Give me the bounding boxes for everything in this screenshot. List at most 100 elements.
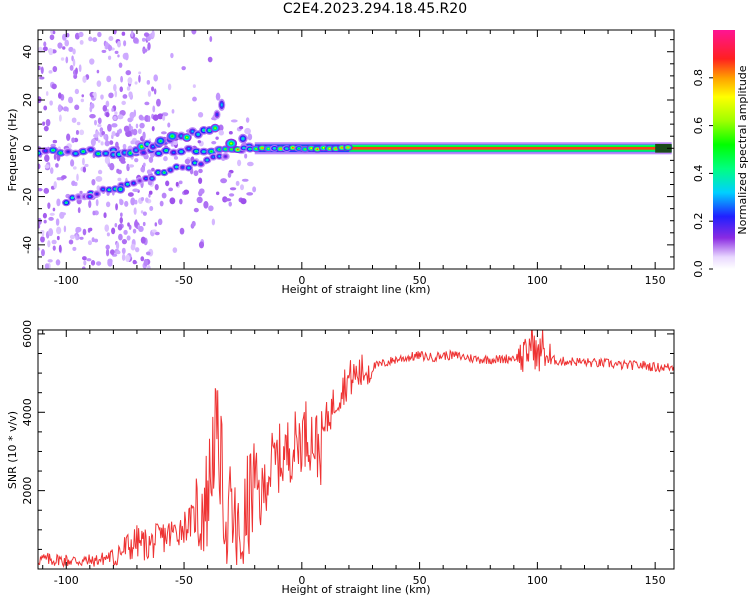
spectrogram-noise-cell <box>149 206 154 211</box>
spectrogram-noise-cell <box>52 139 58 144</box>
spectrogram-noise-cell <box>113 83 117 92</box>
spectrogram-noise-cell <box>79 236 84 240</box>
spectrogram-noise-cell <box>244 127 251 135</box>
spectrogram-noise-cell <box>40 236 45 243</box>
spectrogram-noise-cell <box>44 263 50 269</box>
rising-branch-blob <box>112 153 115 156</box>
rising-branch-blob <box>118 153 120 156</box>
spectrogram-noise-cell <box>163 156 168 162</box>
colorbar-label: Normalized spectral amplitude <box>736 65 749 234</box>
spectrogram-noise-cell <box>146 169 152 175</box>
lower-branch-blob <box>194 162 196 164</box>
spectrogram-noise-cell <box>83 260 87 266</box>
spectrogram-noise-cell <box>62 106 69 112</box>
snr-x-tick-label: 100 <box>527 574 548 587</box>
lower-branch-blob <box>145 177 147 180</box>
spectrogram-noise-cell <box>203 200 209 209</box>
spectrogram-noise-cell <box>74 88 80 95</box>
main-trace-blob <box>44 150 47 152</box>
spectrogram-noise-cell <box>91 178 96 186</box>
spectrogram-noise-cell <box>69 234 75 240</box>
lower-branch-blob <box>77 195 80 198</box>
main-trace-blob <box>304 148 307 151</box>
main-trace-blob <box>316 148 319 150</box>
spectrogram-noise-cell <box>71 137 76 143</box>
spectrogram-noise-cell <box>151 86 155 92</box>
spectrogram-noise-cell <box>78 64 82 73</box>
spectrogram-noise-cell <box>121 100 126 106</box>
rising-branch-blob <box>197 133 200 136</box>
spectrogram-noise-cell <box>92 210 96 216</box>
spectrogram-noise-cell <box>81 266 86 269</box>
spectrogram-noise-cell <box>145 197 149 203</box>
spectrogram-noise-cell <box>134 81 138 85</box>
spectrogram-noise-cell <box>154 184 159 191</box>
main-trace-blob <box>142 151 145 154</box>
spectrogram-noise-cell <box>52 30 56 35</box>
spectrogram-noise-cell <box>134 158 139 163</box>
spectrogram-noise-cell <box>228 201 232 207</box>
spectrogram-noise-cell <box>56 198 61 207</box>
spectrogram-noise-cell <box>134 247 140 253</box>
spectrogram-noise-cell <box>48 216 54 221</box>
main-trace-blob <box>224 148 227 150</box>
spectrogram-noise-cell <box>144 101 150 106</box>
spectrogram-noise-cell <box>121 253 126 261</box>
spectrogram-noise-cell <box>133 207 137 215</box>
rising-branch-blob <box>191 130 194 133</box>
spectrogram-noise-cell <box>140 166 145 173</box>
spectrogram-noise-cell <box>125 70 132 76</box>
spectrogram-noise-cell <box>244 153 248 159</box>
main-trace-blob <box>97 152 100 155</box>
spectrogram-noise-cell <box>56 226 62 235</box>
spectrogram-noise-cell <box>66 133 71 141</box>
spectrogram-noise-cell <box>82 157 85 166</box>
spectrogram-noise-cell <box>38 247 41 251</box>
spectrogram-noise-cell <box>38 65 41 71</box>
spectrogram-noise-cell <box>75 130 79 135</box>
spectrogram-noise-cell <box>47 259 53 263</box>
spectrogram-noise-cell <box>110 249 115 256</box>
spectrogram-noise-cell <box>109 140 114 145</box>
spectrogram-noise-cell <box>87 240 92 246</box>
spectrogram-noise-cell <box>48 70 53 74</box>
main-trace-blob <box>89 148 92 151</box>
spectrogram-noise-cell <box>108 35 114 42</box>
spectrogram-noise-cell <box>38 163 41 170</box>
spectrogram-noise-cell <box>215 191 220 196</box>
spectrogram-noise-cell <box>105 100 110 108</box>
spectrogram-noise-cell <box>127 77 133 85</box>
spectrogram-noise-cell <box>79 190 83 195</box>
main-trace-blob <box>112 149 115 151</box>
spectrogram-noise-cell <box>126 235 131 241</box>
spectrogram-noise-cell <box>211 218 216 226</box>
spectrogram-noise-cell <box>81 256 87 261</box>
spectrogram-noise-cell <box>74 104 80 111</box>
colorbar-tick-label: 0.0 <box>692 260 705 278</box>
spectrogram-noise-cell <box>75 226 82 233</box>
spectrogram-noise-cell <box>130 197 136 206</box>
spectrogram-y-tick-label: -20 <box>21 188 34 206</box>
spectrogram-noise-cell <box>61 175 67 180</box>
spectrogram-noise-cell <box>88 200 92 208</box>
spectrogram-noise-cell <box>143 32 150 37</box>
lower-branch-blob <box>114 188 117 190</box>
spectrogram-noise-cell <box>115 250 121 255</box>
lower-branch-blob <box>151 177 153 180</box>
spectrogram-noise-cell <box>41 230 45 238</box>
spectrogram-noise-cell <box>197 140 202 144</box>
lower-branch-blob <box>163 171 166 174</box>
spectrogram-noise-cell <box>179 227 185 235</box>
spectrogram-noise-cell <box>119 216 123 224</box>
spectrogram-noise-cell <box>53 181 57 189</box>
main-trace-blob <box>267 147 270 150</box>
spectrogram-noise-cell <box>107 259 113 267</box>
spectrogram-noise-cell <box>104 140 110 147</box>
spectrogram-noise-cell <box>39 76 45 80</box>
main-trace-blob <box>165 149 168 152</box>
spectrogram-noise-cell <box>117 177 122 182</box>
spectrogram-noise-cell <box>192 84 196 89</box>
spectrogram-noise-cell <box>198 241 205 249</box>
spectrogram-noise-cell <box>147 42 151 51</box>
spectrogram-noise-cell <box>196 196 203 204</box>
